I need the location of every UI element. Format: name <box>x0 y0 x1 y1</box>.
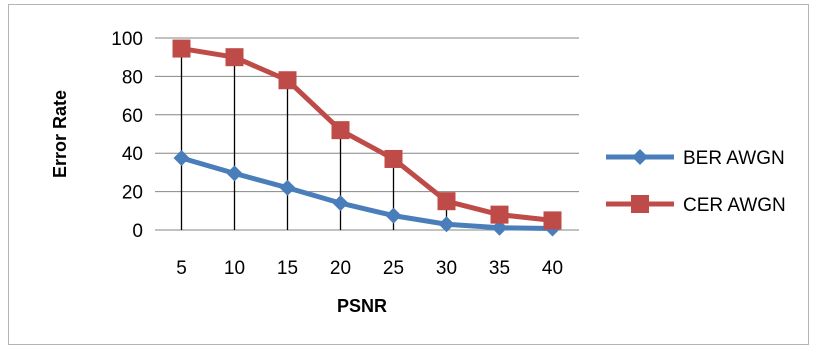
x-tick-label: 15 <box>277 258 298 279</box>
drop-lines <box>180 48 554 230</box>
data-point-diamond <box>226 165 243 182</box>
data-point-square <box>331 121 350 140</box>
series-line <box>181 46 553 223</box>
chart-frame <box>8 4 809 345</box>
data-point-square <box>172 39 191 58</box>
data-point-diamond <box>491 219 508 236</box>
y-tick-label: 40 <box>122 144 143 165</box>
x-tick-label: 35 <box>489 258 510 279</box>
data-point-square <box>384 149 403 168</box>
x-tick-label: 30 <box>436 258 457 279</box>
legend-marker <box>631 195 649 213</box>
data-point-square <box>490 205 509 224</box>
legend: BER AWGN CER AWGN <box>606 148 786 216</box>
x-tick-labels: 5 10 15 20 25 30 35 40 <box>176 258 563 279</box>
x-axis-title: PSNR <box>337 296 387 316</box>
y-tick-labels: 0 20 40 60 80 100 <box>111 29 143 242</box>
series-line <box>180 155 553 231</box>
legend-item: BER AWGN <box>606 148 785 169</box>
y-tick-label: 20 <box>122 183 143 204</box>
data-point-diamond <box>385 207 402 224</box>
x-tick-label: 40 <box>542 258 563 279</box>
legend-marker <box>632 149 648 165</box>
x-tick-label: 5 <box>176 258 187 279</box>
data-point-diamond <box>438 216 455 233</box>
x-tick-label: 25 <box>383 258 404 279</box>
series-markers <box>172 39 562 237</box>
series-lines <box>180 46 553 231</box>
x-tick-label: 20 <box>330 258 351 279</box>
y-tick-label: 100 <box>111 29 143 50</box>
x-tick-label: 10 <box>224 258 245 279</box>
legend-label: CER AWGN <box>683 195 786 216</box>
data-point-square <box>278 71 297 90</box>
y-tick-label: 80 <box>122 67 143 88</box>
y-axis-title: Error Rate <box>50 90 70 178</box>
data-point-diamond <box>279 179 296 196</box>
data-point-square <box>543 211 562 230</box>
data-point-diamond <box>173 150 190 166</box>
legend-label: BER AWGN <box>683 148 785 169</box>
data-point-square <box>225 48 244 67</box>
legend-item: CER AWGN <box>606 195 786 216</box>
data-point-square <box>437 192 456 211</box>
data-point-diamond <box>332 195 349 212</box>
y-tick-label: 60 <box>122 106 143 127</box>
y-tick-label: 0 <box>132 221 143 242</box>
gridlines <box>155 37 579 231</box>
